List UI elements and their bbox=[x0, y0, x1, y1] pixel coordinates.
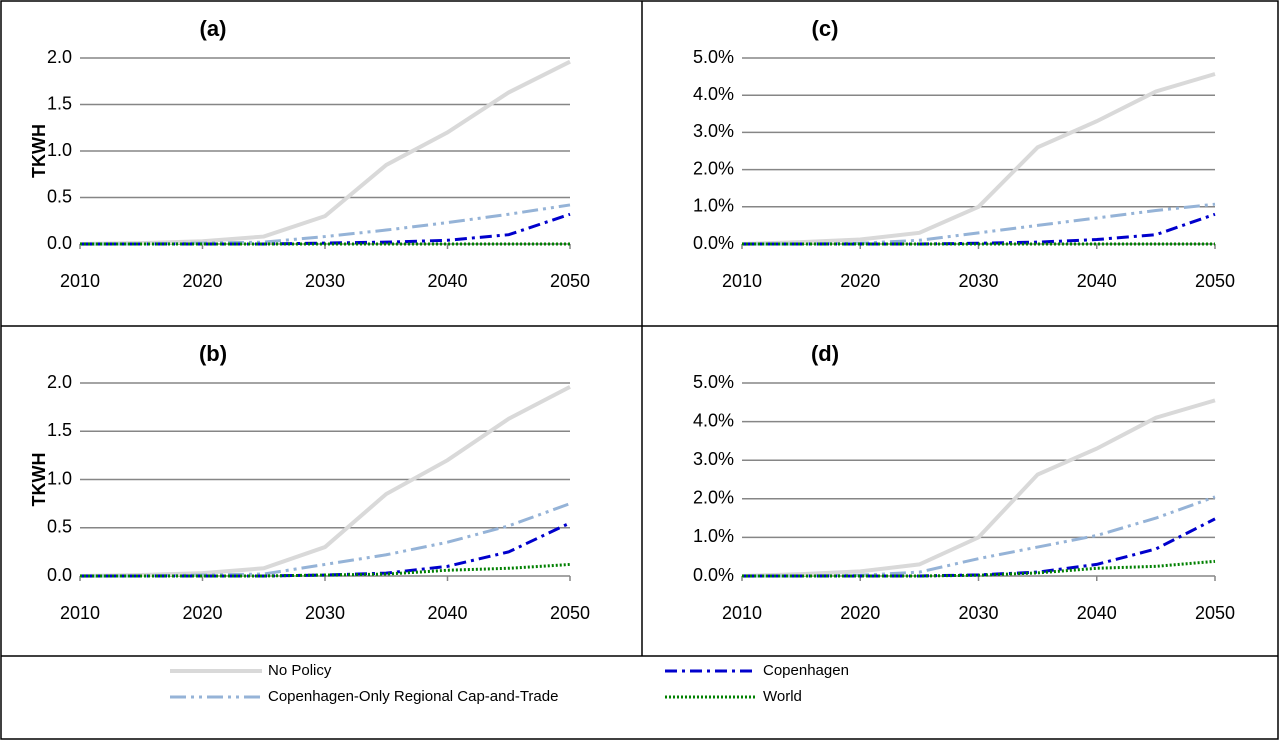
panel-title: (c) bbox=[812, 16, 839, 41]
legend-label: Copenhagen-Only Regional Cap-and-Trade bbox=[268, 688, 558, 705]
x-tick-label: 2050 bbox=[550, 603, 590, 623]
y-tick-label: 2.0% bbox=[693, 488, 734, 508]
y-tick-label: 1.0% bbox=[693, 526, 734, 546]
y-tick-label: 0.0 bbox=[47, 233, 72, 253]
panel-title: (d) bbox=[811, 341, 839, 366]
x-tick-label: 2050 bbox=[550, 271, 590, 291]
x-tick-label: 2010 bbox=[722, 271, 762, 291]
y-tick-label: 1.0% bbox=[693, 196, 734, 216]
x-tick-label: 2030 bbox=[958, 603, 998, 623]
y-tick-label: 4.0% bbox=[693, 84, 734, 104]
y-tick-label: 2.0% bbox=[693, 158, 734, 178]
x-tick-label: 2020 bbox=[840, 271, 880, 291]
y-axis-label: TKWH bbox=[29, 124, 49, 178]
x-tick-label: 2010 bbox=[60, 271, 100, 291]
series-line bbox=[80, 203, 571, 246]
series-line bbox=[79, 385, 571, 578]
series-line bbox=[741, 72, 1216, 246]
x-tick-label: 2030 bbox=[305, 271, 345, 291]
y-tick-label: 5.0% bbox=[693, 372, 734, 392]
y-tick-label: 0.0% bbox=[693, 565, 734, 585]
x-tick-label: 2020 bbox=[840, 603, 880, 623]
y-tick-label: 0.5 bbox=[47, 186, 72, 206]
x-tick-label: 2040 bbox=[1077, 603, 1117, 623]
y-tick-label: 1.0 bbox=[47, 140, 72, 160]
series-line bbox=[80, 212, 571, 246]
x-tick-label: 2040 bbox=[427, 271, 467, 291]
x-tick-label: 2010 bbox=[722, 603, 762, 623]
legend-label: No Policy bbox=[268, 662, 332, 679]
y-tick-label: 4.0% bbox=[693, 410, 734, 430]
x-tick-label: 2030 bbox=[958, 271, 998, 291]
y-tick-label: 2.0 bbox=[47, 372, 72, 392]
y-tick-label: 1.5 bbox=[47, 420, 72, 440]
y-tick-label: 5.0% bbox=[693, 47, 734, 67]
series-line bbox=[742, 202, 1216, 246]
x-tick-label: 2020 bbox=[182, 603, 222, 623]
x-tick-label: 2050 bbox=[1195, 271, 1235, 291]
x-tick-label: 2010 bbox=[60, 603, 100, 623]
y-axis-label: TKWH bbox=[29, 453, 49, 507]
series-line bbox=[742, 559, 1216, 578]
y-tick-label: 3.0% bbox=[693, 449, 734, 469]
y-tick-label: 1.5 bbox=[47, 93, 72, 113]
y-tick-label: 0.0 bbox=[47, 565, 72, 585]
y-tick-label: 0.0% bbox=[693, 233, 734, 253]
x-tick-label: 2050 bbox=[1195, 603, 1235, 623]
x-tick-label: 2030 bbox=[305, 603, 345, 623]
series-line bbox=[80, 562, 571, 578]
series-line bbox=[742, 212, 1216, 246]
series-line bbox=[741, 398, 1216, 578]
panel-title: (b) bbox=[199, 341, 227, 366]
y-tick-label: 0.5 bbox=[47, 517, 72, 537]
y-tick-label: 1.0 bbox=[47, 468, 72, 488]
x-tick-label: 2040 bbox=[1077, 271, 1117, 291]
panel-title: (a) bbox=[200, 16, 227, 41]
series-line bbox=[80, 502, 571, 578]
x-tick-label: 2020 bbox=[182, 271, 222, 291]
legend-label: Copenhagen bbox=[763, 662, 849, 679]
legend-label: World bbox=[763, 688, 802, 705]
series-line bbox=[742, 517, 1216, 578]
x-tick-label: 2040 bbox=[427, 603, 467, 623]
y-tick-label: 3.0% bbox=[693, 121, 734, 141]
y-tick-label: 2.0 bbox=[47, 47, 72, 67]
